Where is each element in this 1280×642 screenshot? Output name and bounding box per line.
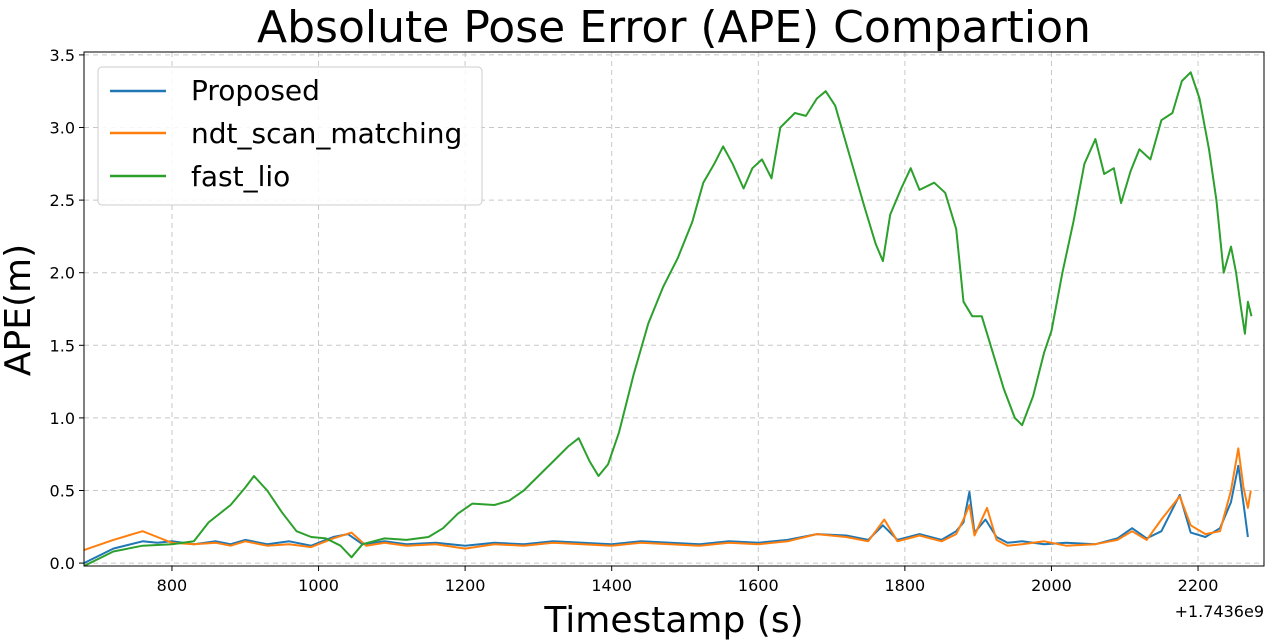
y-axis-ticks: 0.0 0.5 1.0 1.5 2.0 2.5 3.0 3.5 [50, 46, 84, 573]
plot-frame [83, 51, 1265, 567]
series-layer [84, 71, 1253, 566]
legend-label-proposed: Proposed [191, 74, 320, 107]
legend-item-proposed: Proposed [110, 74, 320, 107]
legend-frame [97, 66, 483, 206]
y-tick-label: 0.5 [50, 481, 75, 500]
gridlines [84, 52, 1264, 566]
y-tick-label: 1.0 [50, 409, 75, 428]
y-tick-label: 3.5 [50, 46, 75, 65]
x-axis-label: Timestamp (s) [543, 600, 803, 641]
y-tick-label: 1.5 [50, 336, 75, 355]
x-tick-label: 1800 [885, 576, 926, 595]
x-tick-label: 800 [157, 576, 188, 595]
series-line-fast-lio [84, 71, 1253, 566]
chart-title: Absolute Pose Error (APE) Compartion [257, 2, 1091, 53]
legend: Proposed ndt_scan_matching fast_lio [97, 66, 483, 206]
y-tick-label: 2.5 [50, 191, 75, 210]
x-tick-label: 1600 [738, 576, 779, 595]
x-tick-label: 2000 [1031, 576, 1072, 595]
y-tick-label: 3.0 [50, 119, 75, 138]
x-tick-label: 1400 [591, 576, 632, 595]
legend-item-ndt-scan-matching: ndt_scan_matching [110, 117, 462, 150]
y-axis-label: APE(m) [0, 244, 39, 376]
x-tick-label: 1000 [298, 576, 339, 595]
legend-label-ndt-scan-matching: ndt_scan_matching [191, 117, 462, 150]
x-tick-label: 2200 [1178, 576, 1219, 595]
legend-item-fast-lio: fast_lio [110, 160, 290, 193]
x-offset-label: +1.7436e9 [1175, 602, 1264, 621]
x-tick-label: 1200 [445, 576, 486, 595]
x-axis-ticks: 800 1000 1200 1400 1600 1800 2000 2200 [157, 566, 1219, 595]
legend-label-fast-lio: fast_lio [191, 160, 290, 193]
y-tick-label: 2.0 [50, 264, 75, 283]
y-tick-label: 0.0 [50, 554, 75, 573]
series-line-ndt-scan-matching [84, 447, 1252, 551]
